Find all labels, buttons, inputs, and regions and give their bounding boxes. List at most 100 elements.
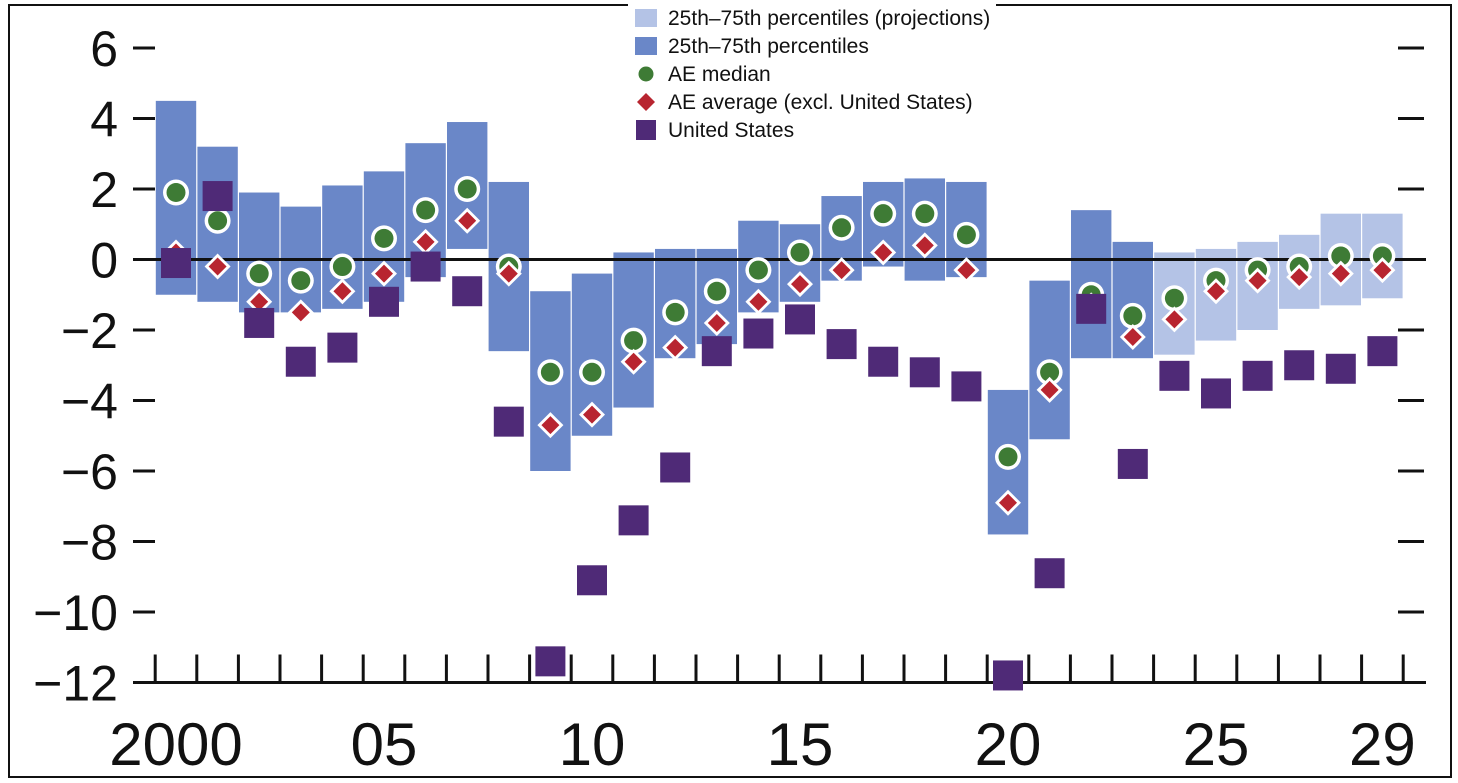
legend-panel xyxy=(628,2,996,144)
us-point-2007 xyxy=(452,276,483,307)
y-tick-label: 4 xyxy=(90,92,118,148)
legend-label-circle: AE median xyxy=(668,63,771,86)
median-point-2009 xyxy=(540,362,560,382)
median-point-2017 xyxy=(873,204,893,224)
us-point-2006 xyxy=(410,251,441,282)
average-point-2009 xyxy=(541,416,560,435)
us-point-2022 xyxy=(1076,293,1107,324)
us-point-2020 xyxy=(993,660,1023,691)
percentile-band-2018 xyxy=(904,178,945,281)
average-point-2020 xyxy=(999,493,1017,512)
legend-label-diamond: AE average (excl. United States) xyxy=(668,91,973,114)
median-point-2001 xyxy=(208,211,228,231)
average-point-2026 xyxy=(1248,271,1267,290)
us-point-2014 xyxy=(743,318,774,349)
x-tick-label-05: 05 xyxy=(351,711,418,778)
median-point-2003 xyxy=(291,271,311,291)
median-point-2018 xyxy=(915,204,935,224)
x-tick-label-29: 29 xyxy=(1349,711,1416,778)
median-point-2013 xyxy=(707,281,727,301)
us-point-2015 xyxy=(785,304,815,335)
y-tick-label: 6 xyxy=(90,21,118,77)
y-tick-label: −12 xyxy=(33,656,118,712)
us-point-2000 xyxy=(161,248,191,279)
median-point-2024 xyxy=(1164,288,1184,308)
median-point-2004 xyxy=(332,257,352,277)
median-point-2011 xyxy=(624,331,644,351)
average-point-2002 xyxy=(250,292,269,311)
y-tick-label: 2 xyxy=(90,162,118,218)
us-point-2011 xyxy=(618,505,649,536)
y-tick-label: 0 xyxy=(90,233,118,289)
median-point-2005 xyxy=(374,228,394,248)
us-point-2005 xyxy=(369,286,399,317)
us-point-2008 xyxy=(493,406,524,437)
x-tick-label-2000: 2000 xyxy=(109,711,242,778)
average-point-2018 xyxy=(915,236,934,255)
us-point-2009 xyxy=(535,646,566,677)
median-point-2002 xyxy=(249,264,269,284)
median-point-2029 xyxy=(1372,246,1392,266)
median-point-2014 xyxy=(748,260,768,280)
average-point-2019 xyxy=(957,261,976,280)
average-point-2007 xyxy=(458,211,477,230)
legend-swatch-circle xyxy=(638,66,654,82)
average-point-2010 xyxy=(583,405,601,424)
y-tick-label: −4 xyxy=(61,374,118,430)
us-point-2023 xyxy=(1117,448,1148,479)
legend-swatch-band-projection xyxy=(635,9,657,27)
median-point-2012 xyxy=(665,302,685,322)
median-point-2015 xyxy=(790,242,810,262)
median-point-2000 xyxy=(166,183,186,203)
average-point-2014 xyxy=(749,292,768,311)
y-tick-label: −6 xyxy=(61,444,118,500)
average-point-2001 xyxy=(208,257,227,276)
us-point-2025 xyxy=(1201,378,1231,409)
median-point-2019 xyxy=(956,225,976,245)
average-point-2021 xyxy=(1040,380,1059,399)
average-point-2004 xyxy=(333,282,352,301)
average-point-2011 xyxy=(624,352,643,371)
us-point-2001 xyxy=(202,181,233,212)
legend-swatch-band xyxy=(635,37,657,55)
x-tick-label-25: 25 xyxy=(1183,711,1250,778)
us-point-2017 xyxy=(868,346,899,377)
y-tick-label: −8 xyxy=(61,515,118,571)
average-point-2006 xyxy=(416,232,435,251)
legend-label-band: 25th–75th percentiles xyxy=(668,35,869,58)
average-point-2029 xyxy=(1373,261,1392,280)
us-point-2024 xyxy=(1159,360,1190,391)
average-point-2024 xyxy=(1165,310,1184,329)
median-point-2023 xyxy=(1123,306,1143,326)
legend-swatch-square xyxy=(636,120,656,140)
us-point-2013 xyxy=(701,336,732,367)
x-tick-label-10: 10 xyxy=(559,711,626,778)
median-point-2006 xyxy=(416,200,436,220)
y-tick-label: −2 xyxy=(61,303,118,359)
average-point-2028 xyxy=(1331,264,1350,283)
median-point-2021 xyxy=(1040,362,1060,382)
us-point-2010 xyxy=(577,565,607,596)
average-point-2016 xyxy=(832,261,851,280)
us-point-2029 xyxy=(1367,336,1398,367)
average-point-2025 xyxy=(1207,282,1225,301)
average-point-2003 xyxy=(291,303,310,322)
average-point-2005 xyxy=(375,264,393,283)
us-point-2004 xyxy=(327,332,358,363)
median-point-2016 xyxy=(832,218,852,238)
median-point-2028 xyxy=(1331,246,1351,266)
us-point-2028 xyxy=(1325,353,1356,384)
x-tick-label-15: 15 xyxy=(767,711,834,778)
median-point-2020 xyxy=(998,447,1018,467)
us-point-2002 xyxy=(244,307,275,338)
average-point-2015 xyxy=(791,275,809,294)
us-point-2016 xyxy=(826,329,857,360)
average-point-2023 xyxy=(1123,328,1142,347)
median-point-2010 xyxy=(582,362,602,382)
us-point-2012 xyxy=(660,452,691,483)
us-point-2026 xyxy=(1242,360,1273,391)
us-point-2019 xyxy=(951,371,982,402)
y-tick-label: −10 xyxy=(33,585,118,641)
average-point-2027 xyxy=(1290,268,1309,287)
